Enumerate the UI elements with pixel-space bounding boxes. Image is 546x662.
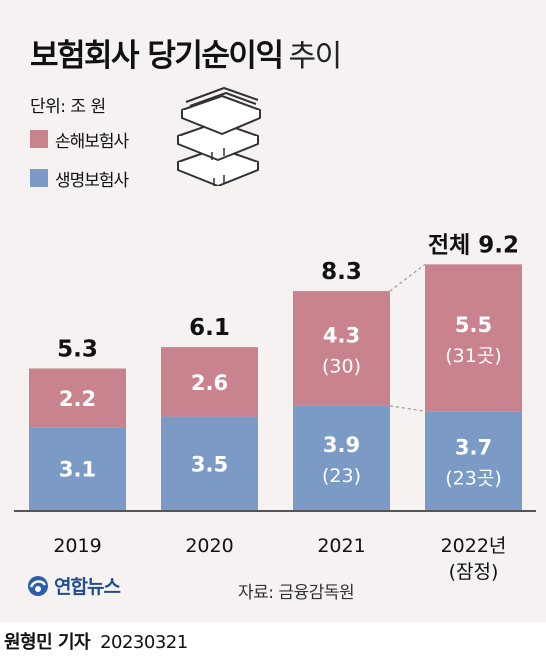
yonhap-logo-icon: [28, 575, 48, 596]
total-label-2020: 6.1: [189, 315, 230, 341]
byline: 원형민 기자 20230321: [4, 628, 188, 654]
connector-top: [389, 263, 426, 292]
legend-swatch-life: [30, 169, 48, 187]
total-label-2021: 8.3: [321, 259, 362, 285]
bar-life-2020: [161, 416, 258, 510]
sublabel-life-2021: (23): [322, 465, 361, 487]
sublabel-nonlife-2021: (30): [322, 355, 361, 377]
legend-item-life: 생명보험사: [30, 165, 129, 191]
category-label-2022년: 2022년: [441, 535, 507, 557]
bar-nonlife-2019: [29, 368, 126, 428]
money-stack-icon: [177, 87, 261, 186]
bar-life-2022년: [425, 411, 522, 510]
yonhap-logo: 연합뉴스: [26, 572, 121, 599]
bar-nonlife-2020: [161, 347, 258, 417]
sublabel-life-2022년: (23곳): [445, 468, 501, 490]
chart-card: 보험회사 당기순이익 추이 단위: 조 원 손해보험사 생명보험사 3.1 2.2 5…: [0, 0, 546, 622]
category-label-2020: 2020: [185, 535, 233, 557]
value-label-life-2022년: 3.7: [455, 436, 492, 460]
chart-title: 보험회사 당기순이익 추이: [30, 30, 342, 75]
legend-label-nonlife: 손해보험사: [55, 131, 129, 152]
yonhap-logo-text: 연합뉴스: [54, 576, 121, 598]
title-sub: 추이: [288, 39, 342, 74]
value-label-life-2020: 3.5: [191, 452, 228, 476]
value-label-nonlife-2021: 4.3: [323, 323, 360, 347]
value-label-nonlife-2022년: 5.5: [455, 313, 492, 337]
legend-swatch-nonlife: [30, 130, 48, 148]
byline-author: 원형민 기자: [4, 632, 91, 653]
value-label-life-2019: 3.1: [59, 458, 96, 482]
legend-label-life: 생명보험사: [55, 170, 129, 191]
bar-life-2019: [29, 427, 126, 510]
total-label-2019: 5.3: [57, 336, 98, 362]
bar-life-2021: [293, 405, 390, 510]
total-label-2022년: 전체 9.2: [428, 232, 519, 258]
bar-nonlife-2021: [293, 291, 390, 406]
category-label-2019: 2019: [53, 535, 101, 557]
bar-nonlife-2022년: [425, 264, 522, 412]
unit-label: 단위: 조 원: [30, 97, 106, 117]
source-note: 자료: 금융감독원: [238, 583, 355, 603]
value-label-nonlife-2020: 2.6: [191, 371, 228, 395]
title-main: 보험회사 당기순이익: [30, 38, 284, 74]
category-sublabel-2022년: (잠정): [449, 561, 499, 583]
sublabel-nonlife-2022년: (31곳): [445, 345, 501, 367]
value-label-nonlife-2019: 2.2: [59, 387, 96, 411]
value-label-life-2021: 3.9: [323, 433, 360, 457]
category-label-2021: 2021: [317, 535, 365, 557]
legend-item-nonlife: 손해보험사: [30, 126, 129, 152]
chart-plot: 3.1 2.2 5.3 2019 3.5 2.6 6.1 2020 3.9 (23) 4.3 (30)…: [14, 232, 536, 583]
byline-date: 20230321: [100, 632, 188, 653]
connector-bottom: [389, 405, 426, 412]
